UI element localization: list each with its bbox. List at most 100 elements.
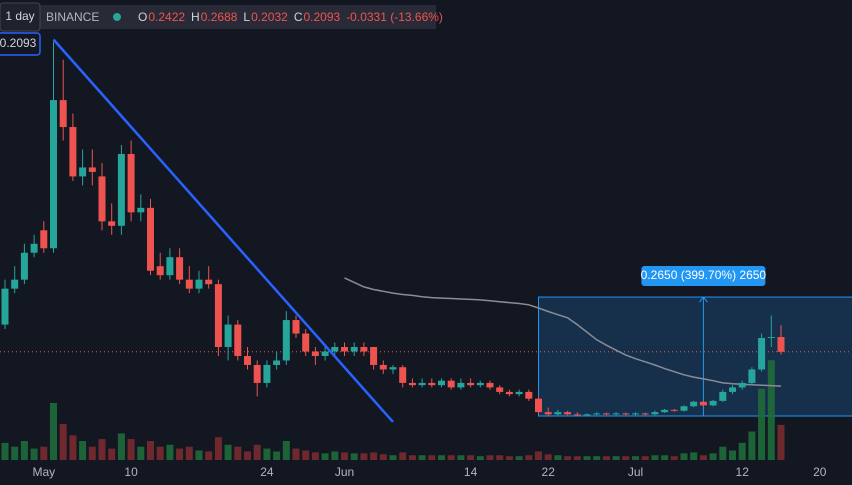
interval-button[interactable]: [0, 2, 41, 32]
volume-bar: [661, 455, 669, 460]
measure-label-box: [641, 266, 766, 287]
candle-body: [253, 364, 261, 383]
volume-bar: [350, 453, 358, 460]
candle-body: [205, 279, 213, 285]
volume-bar: [79, 441, 87, 460]
candle-body: [321, 351, 329, 356]
volume-bar: [651, 455, 659, 460]
volume-bar: [447, 455, 455, 460]
volume-bar: [767, 360, 775, 460]
candle-body: [554, 412, 562, 415]
measure-box: [538, 296, 852, 417]
volume-bar: [166, 444, 174, 460]
volume-bar: [748, 431, 756, 460]
volume-bar: [147, 441, 154, 460]
volume-bar: [244, 451, 251, 460]
candle-body: [709, 400, 717, 406]
volume-bar: [505, 456, 513, 460]
volume-bar: [224, 444, 232, 460]
candle-body: [292, 320, 300, 334]
change: -0.0331 (-13.66%): [346, 10, 443, 24]
volume-bar: [360, 453, 368, 460]
candle-body: [331, 347, 339, 352]
candle-body: [311, 351, 319, 356]
candle-body: [476, 382, 484, 386]
volume-bar: [263, 448, 271, 460]
volume-bar: [205, 451, 213, 460]
candle-body: [117, 153, 125, 226]
candle-body: [195, 279, 203, 289]
volume-bar: [156, 446, 164, 460]
volume-bar: [370, 452, 378, 460]
volume-bar: [641, 456, 649, 460]
volume-bar: [729, 450, 736, 460]
volume-bar: [476, 456, 484, 460]
candle-body: [593, 413, 601, 415]
candle-body: [748, 369, 756, 383]
candle-body: [699, 401, 707, 406]
candle-body: [79, 167, 87, 177]
volume-bar: [777, 424, 785, 460]
volume-bar: [486, 455, 494, 460]
volume-bar: [622, 456, 630, 460]
volume-bar: [457, 455, 465, 460]
candle-body: [632, 413, 639, 415]
candle-body: [370, 347, 378, 365]
volume-bar: [670, 456, 678, 460]
candle-body: [360, 347, 368, 352]
volume-bar: [758, 388, 766, 460]
candle-body: [719, 391, 727, 401]
volume-bar: [88, 446, 96, 460]
candle-body: [234, 324, 242, 356]
time-axis: [0, 460, 852, 485]
volume-bar: [282, 441, 290, 460]
candle-body: [738, 382, 746, 388]
candle-body: [505, 391, 513, 395]
volume-bar: [11, 446, 19, 460]
candle-body: [341, 347, 348, 352]
volume-bar: [573, 456, 581, 460]
volume-bar: [214, 437, 222, 460]
candle-body: [40, 230, 48, 249]
plot-area: 0.2650 (399.70%) 2650: [0, 38, 852, 460]
volume-bar: [253, 444, 261, 460]
volume-bar: [50, 403, 57, 460]
status-dot: [113, 13, 121, 21]
candle-body: [544, 412, 552, 415]
candle-body: [185, 279, 193, 289]
candle-body: [758, 338, 766, 370]
candle-body: [408, 382, 416, 386]
volume-bar: [302, 450, 310, 460]
candle-body: [486, 382, 494, 388]
candle-body: [680, 406, 688, 411]
x-tick-label: May: [32, 465, 55, 479]
candle-body: [302, 333, 310, 352]
moving-average: [344, 277, 782, 387]
trendline[interactable]: [52, 38, 394, 423]
candle-body: [535, 398, 542, 413]
x-tick-label: 22: [542, 465, 556, 479]
candle-body: [467, 382, 475, 386]
candle-body: [428, 382, 436, 386]
volume-bar: [341, 452, 348, 460]
volume-bar: [602, 456, 610, 460]
candle-body: [11, 279, 19, 289]
x-tick-label: 10: [124, 465, 138, 479]
candle-body: [166, 257, 174, 276]
candle-body: [496, 387, 504, 392]
volume-bar: [709, 453, 717, 460]
volume-bar: [564, 456, 572, 460]
candle-body: [389, 367, 397, 370]
ohlc-key: H: [191, 10, 200, 24]
volume-bar: [428, 455, 436, 460]
volume-bar: [379, 454, 387, 460]
ohlc-value: 0.2422: [148, 10, 185, 24]
volume-bar: [389, 455, 397, 460]
candle-body: [156, 266, 164, 276]
volume-bar: [408, 455, 416, 460]
volume-bar: [185, 446, 193, 460]
candle-body: [661, 409, 669, 413]
candle-body: [670, 409, 678, 411]
interval[interactable]: 1 day: [5, 9, 34, 23]
x-tick-label: Jul: [628, 465, 643, 479]
